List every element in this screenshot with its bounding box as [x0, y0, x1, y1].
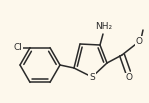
Text: O: O: [125, 74, 132, 83]
Text: O: O: [135, 36, 142, 46]
Text: NH₂: NH₂: [96, 22, 112, 30]
Text: S: S: [89, 73, 95, 81]
Text: Cl: Cl: [14, 43, 22, 52]
